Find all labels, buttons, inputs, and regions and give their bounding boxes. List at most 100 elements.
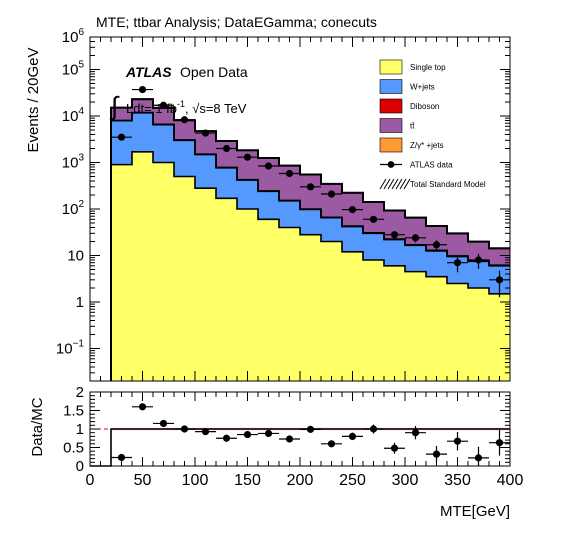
data-point	[432, 241, 441, 249]
y-tick-label-exp: 3	[78, 153, 84, 164]
bar-single_top	[153, 162, 174, 381]
bar-w_jets	[468, 261, 489, 289]
x-tick-label: 400	[497, 472, 524, 489]
legend-label: tt̄	[410, 122, 415, 131]
bar-single_top	[384, 265, 405, 381]
legend-label: Single top	[410, 63, 446, 72]
y-tick-label: 1	[76, 294, 84, 311]
bar-w_jets	[363, 233, 384, 261]
ratio-y-tick-label: 0.5	[63, 440, 84, 457]
data-point	[306, 183, 315, 191]
bar-w_jets	[132, 112, 153, 152]
ratio-axes: 00.5 11.5 2 0 50 100 150 200 250 300 350 400	[63, 384, 523, 489]
legend-hatch	[379, 178, 411, 190]
atlas-label-rest: Open Data	[180, 64, 248, 80]
x-tick-label: 350	[444, 472, 471, 489]
chart-title: MTE; ttbar Analysis; DataEGamma; conecut…	[96, 14, 377, 30]
legend-swatch-ttbar	[379, 118, 403, 133]
bar-single_top	[300, 234, 321, 381]
bar-w_jets	[216, 167, 237, 199]
ratio-point	[411, 429, 420, 437]
ratio-point	[264, 429, 273, 438]
y-tick-label-exp: 2	[78, 199, 84, 210]
data-point	[138, 85, 147, 94]
data-point	[369, 215, 378, 223]
x-tick-label: 200	[287, 472, 314, 489]
ratio-point	[243, 430, 252, 439]
bar-ttbar	[153, 107, 174, 125]
y-tick-label: 104	[62, 106, 85, 125]
x-tick-label: 250	[339, 472, 366, 489]
bar-single_top	[426, 276, 447, 381]
y-tick-label: 102	[62, 199, 85, 218]
y-tick-label-exp: 4	[78, 106, 84, 117]
bar-single_top	[195, 188, 216, 381]
ratio-point	[138, 403, 147, 411]
legend-label: Total Standard Model	[410, 180, 486, 189]
ratio-point	[369, 425, 378, 433]
y-axis-label-ratio: Data/MC	[29, 397, 46, 456]
data-point	[474, 256, 483, 264]
bar-ttbar	[279, 165, 300, 201]
legend-swatch-diboson	[379, 98, 403, 114]
legend-data-marker	[387, 161, 395, 168]
bar-w_jets	[342, 226, 363, 252]
y-tick-label-exp: 6	[78, 27, 84, 38]
data-point	[453, 259, 462, 267]
y-tick-label-exp: −1	[73, 338, 85, 349]
y-tick-label-exp: 5	[78, 60, 84, 71]
data-point	[495, 276, 504, 284]
legend-label: Diboson	[410, 102, 439, 111]
lumi-text-energy: , √s=8 TeV	[185, 101, 247, 116]
data-points	[111, 85, 510, 298]
hatch-line	[403, 178, 411, 190]
ratio-point	[495, 439, 504, 447]
bar-ttbar	[216, 141, 237, 168]
ratio-point	[201, 427, 210, 436]
y-tick-label-base: 10	[62, 62, 79, 79]
ratio-point	[390, 444, 399, 452]
data-point	[159, 101, 168, 109]
data-point	[222, 144, 231, 153]
bar-single_top	[405, 271, 426, 381]
data-point	[327, 190, 336, 198]
data-point	[285, 169, 294, 178]
ratio-point	[180, 425, 189, 433]
bar-w_jets	[258, 191, 279, 220]
lumi-text-main: Ldt= 1 fb	[126, 101, 177, 116]
bar-single_top	[111, 164, 132, 381]
bar-single_top	[468, 288, 489, 381]
bar-ttbar	[195, 131, 216, 155]
bar-ttbar	[468, 241, 489, 261]
bar-w_jets	[384, 239, 405, 266]
legend: Single top W+jets Diboson tt̄ Z/γ* +jets ATLA…	[379, 59, 486, 190]
legend-swatch-zjets	[379, 137, 403, 153]
y-tick-label: 103	[62, 153, 85, 172]
outline-single_top	[110, 150, 510, 381]
bar-w_jets	[111, 120, 132, 165]
ratio-point	[432, 450, 441, 458]
bar-ttbar	[174, 120, 195, 140]
y-tick-label: 105	[62, 60, 85, 79]
outline-zjets	[110, 98, 510, 381]
hatch-line	[387, 178, 395, 190]
bar-w_jets	[237, 180, 258, 209]
legend-label: W+jets	[410, 83, 435, 92]
x-tick-label: 100	[182, 472, 209, 489]
y-tick-label-base: 10	[62, 201, 79, 218]
y-tick-label-base: 10	[56, 340, 73, 357]
y-tick-label-base: 1	[76, 294, 84, 311]
bar-w_jets	[279, 200, 300, 228]
data-point	[411, 234, 420, 242]
outline-diboson	[110, 111, 510, 381]
bar-single_top	[237, 209, 258, 381]
data-point	[348, 206, 357, 214]
y-tick-label: 106	[62, 27, 85, 46]
data-point	[180, 116, 189, 124]
hatch-line	[395, 178, 403, 190]
ratio-point	[306, 425, 315, 433]
legend-label: ATLAS data	[410, 161, 453, 170]
ratio-point	[348, 432, 357, 440]
